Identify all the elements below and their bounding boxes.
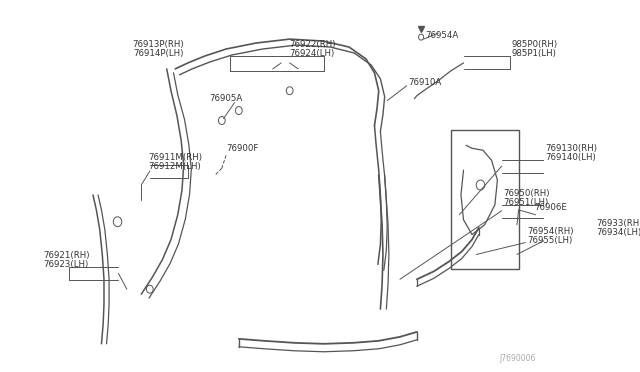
Text: 76954A: 76954A xyxy=(426,31,459,40)
Text: 76914P(LH): 76914P(LH) xyxy=(133,49,184,58)
Text: 769140(LH): 769140(LH) xyxy=(546,153,596,162)
Text: 76923(LH): 76923(LH) xyxy=(44,260,89,269)
Text: 76911M(RH): 76911M(RH) xyxy=(148,153,202,162)
Text: 769130(RH): 769130(RH) xyxy=(546,144,598,153)
Text: 76910A: 76910A xyxy=(408,78,442,87)
Text: 76912M(LH): 76912M(LH) xyxy=(148,162,201,171)
Text: 76924(LH): 76924(LH) xyxy=(290,49,335,58)
Text: 76921(RH): 76921(RH) xyxy=(44,251,90,260)
Text: 76955(LH): 76955(LH) xyxy=(527,235,572,245)
Text: 76950(RH): 76950(RH) xyxy=(504,189,550,198)
Bar xyxy=(451,131,518,269)
Text: 76934(LH): 76934(LH) xyxy=(596,228,640,237)
Text: 76954(RH): 76954(RH) xyxy=(527,227,573,235)
Text: 76951(LH): 76951(LH) xyxy=(504,198,548,207)
Text: J7690006: J7690006 xyxy=(499,354,536,363)
Text: 76922(RH): 76922(RH) xyxy=(290,40,336,49)
Text: 76906E: 76906E xyxy=(534,203,567,212)
Text: 985P1(LH): 985P1(LH) xyxy=(512,49,557,58)
Text: 76933(RH): 76933(RH) xyxy=(596,219,640,228)
Text: 76900F: 76900F xyxy=(226,144,259,153)
Text: 76913P(RH): 76913P(RH) xyxy=(132,40,184,49)
Text: 76905A: 76905A xyxy=(209,94,243,103)
Text: 985P0(RH): 985P0(RH) xyxy=(512,40,558,49)
